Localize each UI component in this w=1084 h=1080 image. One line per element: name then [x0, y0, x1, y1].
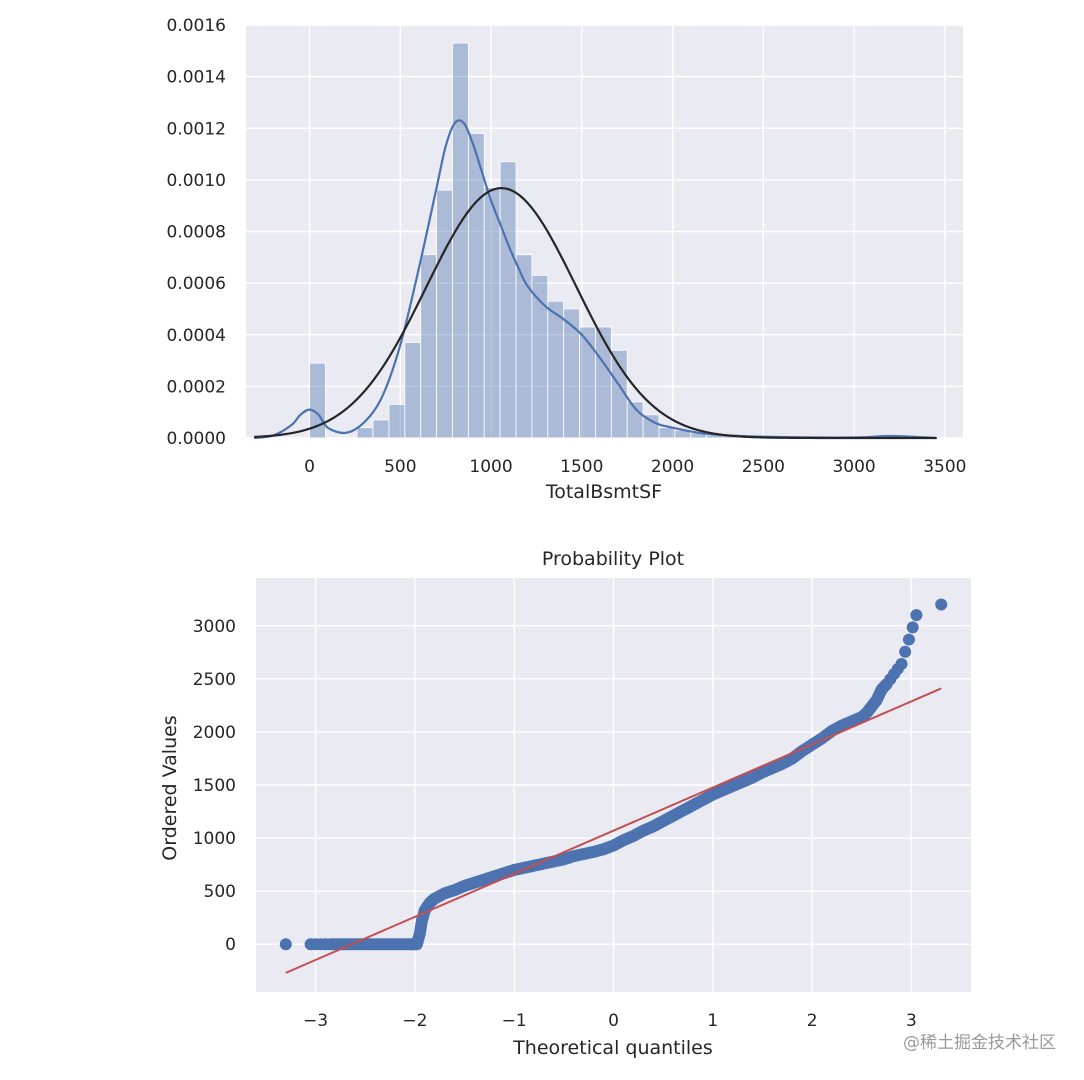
y-tick-label: 0.0016: [167, 16, 226, 36]
x-tick-label: 1500: [560, 457, 603, 477]
y-tick-labels: 0 500 1000 1500 2000 2500 3000: [193, 617, 236, 955]
data-point: [935, 598, 948, 611]
x-tick-label: 0: [304, 457, 315, 477]
y-tick-label: 0.0010: [167, 171, 226, 191]
data-point: [902, 633, 915, 646]
x-tick-label: 0: [608, 1011, 619, 1031]
histogram-bar: [563, 308, 580, 439]
gridlines: [256, 578, 971, 992]
y-tick-label: 0.0002: [167, 377, 226, 397]
x-tick-label: −1: [502, 1011, 527, 1031]
data-point: [279, 938, 292, 951]
x-tick-label: 2000: [651, 457, 694, 477]
y-tick-label: 2000: [193, 723, 236, 743]
histogram-bar: [595, 326, 612, 439]
y-tick-label: 500: [204, 882, 236, 902]
histogram-bar: [658, 427, 676, 439]
y-tick-label: 0.0014: [167, 68, 226, 88]
x-tick-label: 3500: [923, 457, 966, 477]
y-tick-label: 0.0008: [167, 223, 226, 243]
x-axis-label: TotalBsmtSF: [545, 481, 662, 503]
y-tick-label: 2500: [193, 670, 236, 690]
data-point: [899, 645, 912, 658]
data-points: [279, 598, 948, 951]
x-tick-label: 3000: [832, 457, 875, 477]
histogram-bar: [547, 300, 565, 439]
histogram-bar: [467, 133, 485, 439]
data-point: [895, 657, 908, 670]
watermark-text: @稀土掘金技术社区: [903, 1033, 1056, 1053]
x-tick-label: 2: [807, 1011, 818, 1031]
histogram-bar: [452, 42, 469, 439]
y-tick-label: 0: [225, 935, 236, 955]
histogram-bar: [483, 187, 501, 439]
histogram-bar: [436, 189, 453, 439]
histogram-bar: [499, 161, 517, 439]
histogram-bar: [356, 427, 374, 439]
histogram-bar: [642, 414, 660, 439]
kde-curve: [253, 119, 937, 440]
y-tick-label: 3000: [193, 617, 236, 637]
histogram-bar: [579, 326, 596, 439]
x-tick-label: 1: [707, 1011, 718, 1031]
histogram-bar: [388, 404, 406, 439]
chart-title: Probability Plot: [542, 548, 684, 570]
density-curves: [253, 119, 937, 440]
x-tick-label: 2500: [742, 457, 785, 477]
x-tick-label: 1000: [469, 457, 512, 477]
y-tick-labels: 0.0000 0.0002 0.0004 0.0006 0.0008 0.0010 0.00…: [167, 16, 226, 449]
y-tick-label: 1500: [193, 776, 236, 796]
x-tick-label: 500: [384, 457, 416, 477]
data-point: [910, 609, 923, 622]
y-tick-label: 0.0012: [167, 119, 226, 139]
x-axis-label: Theoretical quantiles: [512, 1037, 713, 1059]
histogram-bar: [404, 342, 422, 439]
data-point: [906, 621, 919, 634]
probability-plot-chart: Probability Plot −3 −2 −1 0 1 2 3 0 500 1000 1500…: [159, 548, 971, 1059]
y-tick-label: 0.0006: [167, 274, 226, 294]
x-tick-labels: −3 −2 −1 0 1 2 3: [303, 1011, 917, 1031]
y-axis-label: Ordered Values: [159, 715, 181, 860]
histogram-bars: [309, 42, 898, 439]
fit-line-segment: [285, 687, 942, 974]
x-tick-label: 3: [906, 1011, 917, 1031]
y-tick-label: 0.0004: [167, 326, 226, 346]
x-tick-labels: 0 500 1000 1500 2000 2500 3000 3500: [304, 457, 966, 477]
y-tick-label: 0.0000: [167, 429, 226, 449]
histogram-chart: 0 500 1000 1500 2000 2500 3000 3500 0.00000.000…: [167, 16, 967, 503]
normal-fit-curve: [253, 186, 937, 440]
histogram-bar: [372, 419, 390, 439]
y-tick-label: 1000: [193, 829, 236, 849]
x-tick-label: −2: [402, 1011, 427, 1031]
fit-line: [285, 687, 942, 974]
x-tick-label: −3: [303, 1011, 328, 1031]
